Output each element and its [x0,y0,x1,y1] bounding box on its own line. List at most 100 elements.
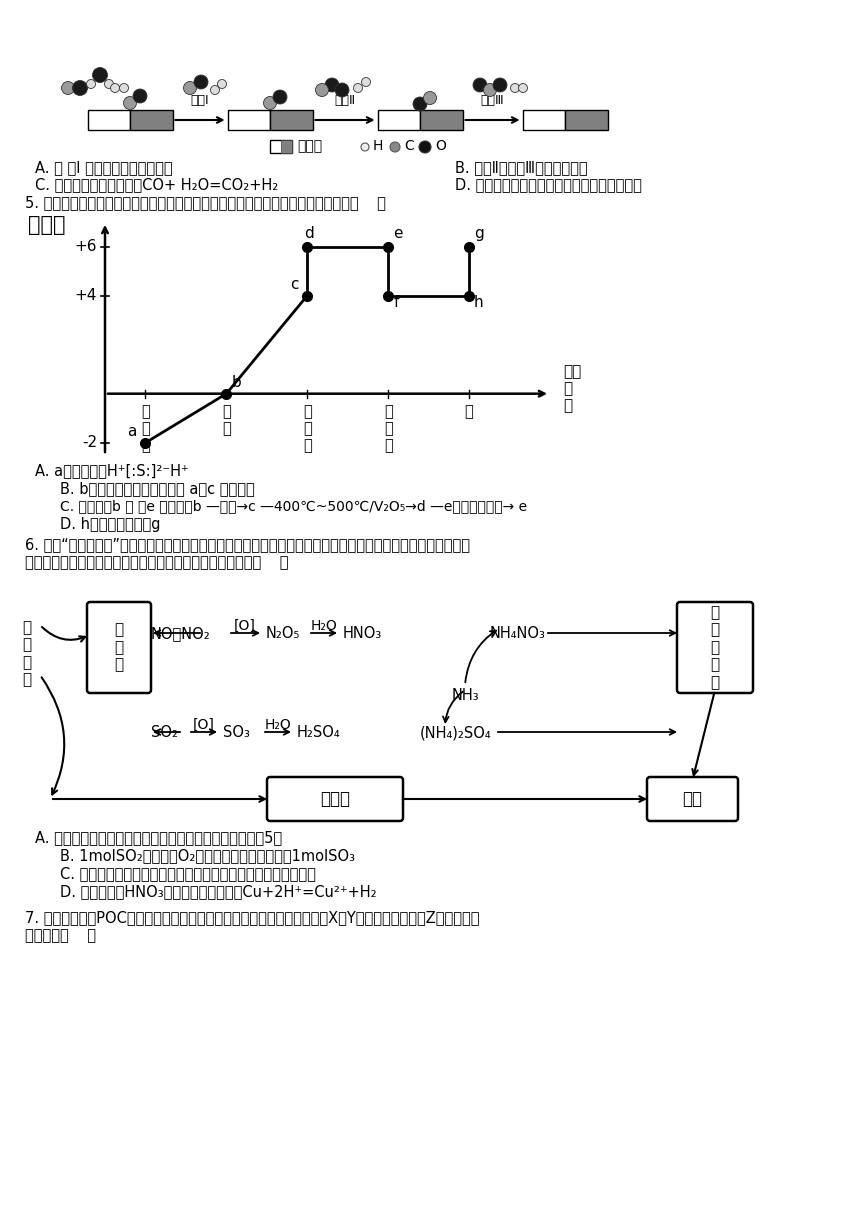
Circle shape [361,143,369,151]
Text: 错误的是（    ）: 错误的是（ ） [25,928,96,942]
Circle shape [183,81,196,95]
Text: D. 该反应中反应物的总能量小于生成物总能量: D. 该反应中反应物的总能量小于生成物总能量 [455,178,642,192]
Text: d: d [304,225,314,241]
Text: 单
质: 单 质 [222,404,230,437]
Text: 氧
化
物: 氧 化 物 [303,404,311,454]
Circle shape [72,80,88,96]
Text: h: h [474,294,483,310]
Circle shape [263,96,277,109]
Text: A. 过 程Ⅰ 中有非极性共价键断裂: A. 过 程Ⅰ 中有非极性共价键断裂 [35,161,173,175]
Text: 过程Ⅱ: 过程Ⅱ [335,94,355,107]
Text: b: b [231,375,241,389]
Circle shape [211,85,219,95]
FancyBboxPatch shape [267,777,403,821]
Circle shape [124,96,137,109]
Circle shape [335,83,349,97]
Text: 物质
分
类: 物质 分 类 [563,364,581,413]
Bar [420,109,463,130]
Text: c: c [291,276,298,292]
FancyBboxPatch shape [647,777,738,821]
Text: C. 该反应的化学方程式为CO+ H₂O=CO₂+H₂: C. 该反应的化学方程式为CO+ H₂O=CO₂+H₂ [35,178,279,192]
Text: C. 实验室长期保存浓硝酸，需使用棕色试剂瓶，并放置在阴凉处: C. 实验室长期保存浓硝酸，需使用棕色试剂瓶，并放置在阴凉处 [60,866,316,882]
Text: B. 过程Ⅱ和过程Ⅲ均为放热过程: B. 过程Ⅱ和过程Ⅲ均为放热过程 [455,161,587,175]
Circle shape [419,141,431,153]
Circle shape [493,78,507,92]
Text: H₂O: H₂O [265,717,292,732]
Bar [378,109,420,130]
Text: HNO₃: HNO₃ [343,626,382,641]
Text: 催化剂: 催化剂 [297,140,322,153]
Circle shape [483,84,496,96]
Text: H₂O: H₂O [310,619,337,634]
Text: B. b是淡黄色的固体，可通过 a与c 反应制得: B. b是淡黄色的固体，可通过 a与c 反应制得 [60,482,255,496]
FancyBboxPatch shape [677,602,753,693]
Text: NH₄NO₃: NH₄NO₃ [490,626,546,641]
Text: H: H [373,140,384,153]
Circle shape [511,84,519,92]
Bar [228,109,270,130]
Bar [281,140,292,153]
Text: (NH₄)₂SO₄: (NH₄)₂SO₄ [420,725,492,741]
Circle shape [218,79,226,89]
Bar [130,109,173,130]
Circle shape [105,79,114,89]
Bar [565,109,607,130]
Circle shape [93,68,108,83]
Circle shape [273,90,287,105]
Text: -2: -2 [82,435,97,450]
Text: NH₃: NH₃ [452,688,479,703]
Bar [270,109,312,130]
Text: 氢
化
物: 氢 化 物 [141,404,150,454]
Circle shape [316,84,329,96]
Text: 化合价: 化合价 [28,215,65,235]
Text: 6. 我国“蓝天保卫战”成果显著，肆虐的雾霾逐渐被遏止。科学家研究发现含氮化合物和含硫化合物在形成雾霾时: 6. 我国“蓝天保卫战”成果显著，肆虐的雾霾逐渐被遏止。科学家研究发现含氮化合物… [25,537,470,552]
Text: N₂O₅: N₂O₅ [266,626,300,641]
Text: 与大气中的氨有关，转化关系如图所示。下列说法正确的是（    ）: 与大气中的氨有关，转化关系如图所示。下列说法正确的是（ ） [25,554,288,570]
Text: 雾霾: 雾霾 [683,790,703,807]
Circle shape [62,81,75,95]
Circle shape [473,78,487,92]
Text: 5. 部分含硫物质的分类与相应硫元素的化合价关系如图所示。下列说法不正确的是（    ）: 5. 部分含硫物质的分类与相应硫元素的化合价关系如图所示。下列说法不正确的是（ … [25,195,386,210]
Circle shape [120,84,128,92]
Text: SO₂: SO₂ [151,725,178,741]
Text: NO和NO₂: NO和NO₂ [151,626,211,641]
FancyBboxPatch shape [87,602,151,693]
Bar [270,140,292,153]
Circle shape [194,75,208,89]
Circle shape [133,89,147,103]
Text: f: f [393,294,398,310]
Text: a: a [127,423,137,439]
Circle shape [353,84,363,92]
Text: [O]: [O] [193,717,215,732]
Circle shape [110,84,120,92]
Bar [88,109,130,130]
Text: e: e [393,225,402,241]
Text: B. 1molSO₂与足量的O₂在一定条件下反应，生成1molSO₃: B. 1molSO₂与足量的O₂在一定条件下反应，生成1molSO₃ [60,848,355,863]
Text: [O]: [O] [234,619,256,634]
Text: 7. 多孔有机笼（POC）代表了一类新兴的具有固有孔隙率的有机材料。由X和Y可合成多孔有机笼Z。下列说法: 7. 多孔有机笼（POC）代表了一类新兴的具有固有孔隙率的有机材料。由X和Y可合… [25,910,480,925]
Text: D. 铜单质和稀HNO₃反应的离子方程式：Cu+2H⁺=Cu²⁺+H₂: D. 铜单质和稀HNO₃反应的离子方程式：Cu+2H⁺=Cu²⁺+H₂ [60,884,377,899]
Text: 颗粒物: 颗粒物 [320,790,350,807]
Bar [523,109,565,130]
Text: C. 工业上由b 制 备e 的路线：b —燃烧→c —400℃~500℃/V₂O₅→d —e的浓溶液吸收→ e: C. 工业上由b 制 备e 的路线：b —燃烧→c —400℃~500℃/V₂O… [60,499,527,513]
Text: A. 从物质分类的角度看，图中的物质属于酸性氧化物的有5种: A. 从物质分类的角度看，图中的物质属于酸性氧化物的有5种 [35,831,282,845]
Text: +6: +6 [75,240,97,254]
Text: 无
机
颗
粒
物: 无 机 颗 粒 物 [710,606,720,689]
Text: +4: +4 [75,288,97,303]
Text: 含
氧
酸: 含 氧 酸 [384,404,392,454]
Text: 过程Ⅰ: 过程Ⅰ [191,94,209,107]
Circle shape [361,78,371,86]
Circle shape [87,79,95,89]
Text: C: C [404,140,414,153]
Circle shape [390,142,400,152]
Text: O: O [435,140,445,153]
Text: A. a的电子式为H⁺[:S:]²⁻H⁺: A. a的电子式为H⁺[:S:]²⁻H⁺ [35,463,188,478]
Text: 燃
料
燃
烧: 燃 料 燃 烧 [22,620,32,687]
Text: 过程Ⅲ: 过程Ⅲ [481,94,504,107]
Text: H₂SO₄: H₂SO₄ [297,725,341,741]
Text: D. h可被氧气氧化成g: D. h可被氧气氧化成g [60,517,161,533]
Circle shape [413,97,427,111]
Circle shape [519,84,527,92]
Circle shape [325,78,339,92]
Circle shape [423,91,437,105]
